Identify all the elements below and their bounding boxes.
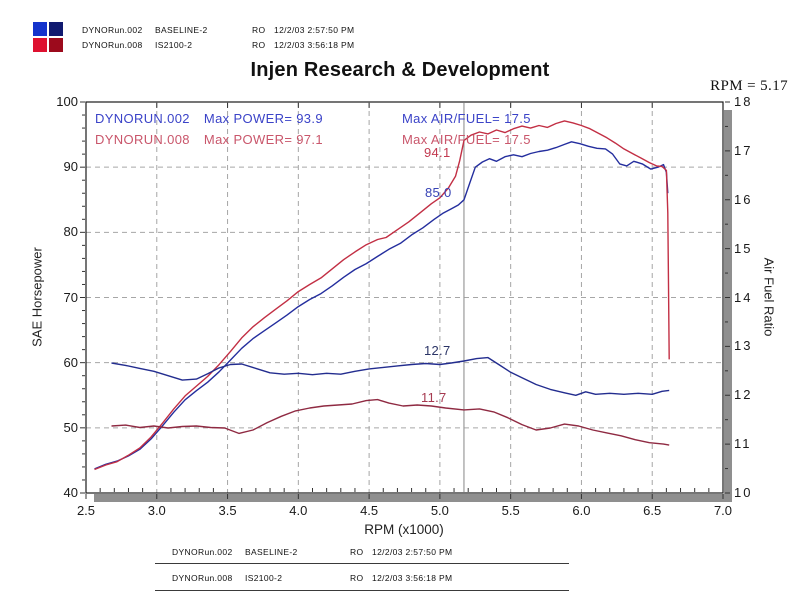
header-run1-timestamp: 12/2/03 2:57:50 PM <box>274 25 355 35</box>
legend-run1-name: DYNORUN.002 <box>95 111 190 126</box>
header-run1-file: DYNORun.002 <box>82 25 143 35</box>
footer-run2-label: IS2100-2 <box>245 573 283 583</box>
footer-run1-ro: RO <box>350 547 364 557</box>
legend-run2-max-airfuel: Max AIR/FUEL= 17.5 <box>402 132 531 147</box>
footer-run1-file: DYNORun.002 <box>172 547 233 557</box>
header-run2-timestamp: 12/2/03 3:56:18 PM <box>274 40 355 50</box>
header-run2-label: IS2100-2 <box>155 40 193 50</box>
legend-run1-max-power: Max POWER= 93.9 <box>203 111 323 126</box>
footer-divider-2 <box>155 590 569 591</box>
plot-shadow-right <box>724 110 732 502</box>
left-axis-title: SAE Horsepower <box>29 247 45 347</box>
app-icon-square-darkblue <box>49 22 63 36</box>
app-icon-square-darkred <box>49 38 63 52</box>
cursor-rpm-readout: RPM = 5.17 <box>710 78 788 94</box>
footer-run2-ro: RO <box>350 573 364 583</box>
legend-run1: DYNORUN.002 Max POWER= 93.9 <box>95 111 323 126</box>
right-axis-title: Air Fuel Ratio <box>761 257 777 337</box>
footer-divider-1 <box>155 563 569 564</box>
legend-run2-name: DYNORUN.008 <box>95 132 190 147</box>
footer-run2-file: DYNORun.008 <box>172 573 233 583</box>
curve-dynorun-008-air-fuel <box>111 398 670 446</box>
app-icon <box>33 22 63 52</box>
plot-border <box>85 101 724 494</box>
footer-run1-label: BASELINE-2 <box>245 547 298 557</box>
header-run1-ro: RO <box>252 25 266 35</box>
legend-run2-airfuel-text: Max AIR/FUEL= 17.5 <box>402 132 531 147</box>
header-run2-ro: RO <box>252 40 266 50</box>
legend-run1-airfuel-text: Max AIR/FUEL= 17.5 <box>402 111 531 126</box>
curve-dynorun-002-air-fuel <box>111 356 670 396</box>
legend-run1-max-airfuel: Max AIR/FUEL= 17.5 <box>402 111 531 126</box>
curve-dynorun-002-horsepower <box>94 141 669 470</box>
legend-run2-max-power: Max POWER= 97.1 <box>203 132 323 147</box>
footer-run2-timestamp: 12/2/03 3:56:18 PM <box>372 573 453 583</box>
x-axis-title: RPM (x1000) <box>364 522 444 537</box>
header-run2-file: DYNORun.008 <box>82 40 143 50</box>
plot-shadow-bottom <box>94 494 732 502</box>
app-icon-square-red <box>33 38 47 52</box>
header-run1-label: BASELINE-2 <box>155 25 208 35</box>
app-icon-square-blue <box>33 22 47 36</box>
legend-run2: DYNORUN.008 Max POWER= 97.1 <box>95 132 323 147</box>
footer-run1-timestamp: 12/2/03 2:57:50 PM <box>372 547 453 557</box>
page-title: Injen Research & Development <box>250 59 550 81</box>
